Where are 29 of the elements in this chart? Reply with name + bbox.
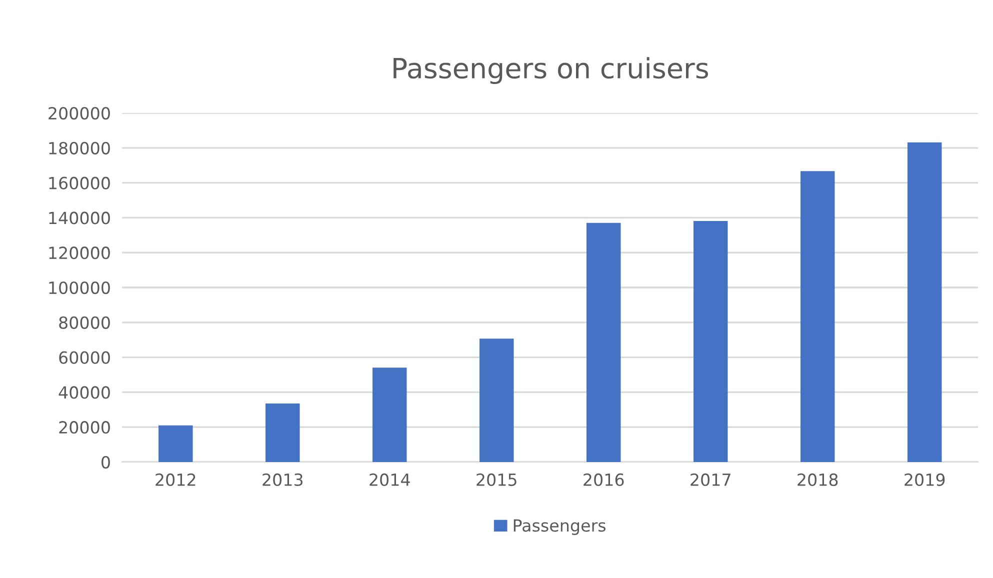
y-tick-label: 80000 — [59, 316, 110, 329]
x-tick-label: 2013 — [262, 473, 303, 486]
x-tick-label: 2018 — [798, 473, 838, 486]
bar — [907, 142, 942, 462]
bar — [372, 368, 407, 462]
x-tick-label: 2019 — [904, 473, 945, 486]
bar — [800, 171, 835, 462]
bar — [586, 222, 621, 462]
x-tick-label: 2017 — [690, 473, 730, 486]
y-tick-label: 180000 — [49, 142, 110, 154]
y-tick-label: 200000 — [48, 106, 110, 120]
y-tick-label: 120000 — [49, 246, 110, 260]
y-tick-label: 40000 — [58, 386, 110, 399]
y-tick-label: 60000 — [59, 351, 110, 364]
x-tick-label: 2015 — [476, 473, 516, 486]
y-tick-label: 100000 — [49, 281, 110, 294]
y-tick-label: 140000 — [49, 212, 110, 224]
x-tick-label: 2016 — [584, 473, 624, 486]
x-tick-label: 2012 — [156, 473, 196, 486]
bar — [480, 338, 514, 462]
x-tick-label: 2014 — [370, 473, 410, 486]
bar — [266, 404, 300, 462]
y-tick-label: 0 — [102, 456, 110, 469]
chart-title: Passengers on cruisers — [394, 57, 708, 84]
bar — [693, 221, 728, 462]
y-tick-label: 160000 — [49, 176, 110, 190]
bar — [158, 425, 193, 462]
y-tick-label: 20000 — [59, 421, 110, 434]
legend-label: Passengers — [514, 519, 606, 536]
